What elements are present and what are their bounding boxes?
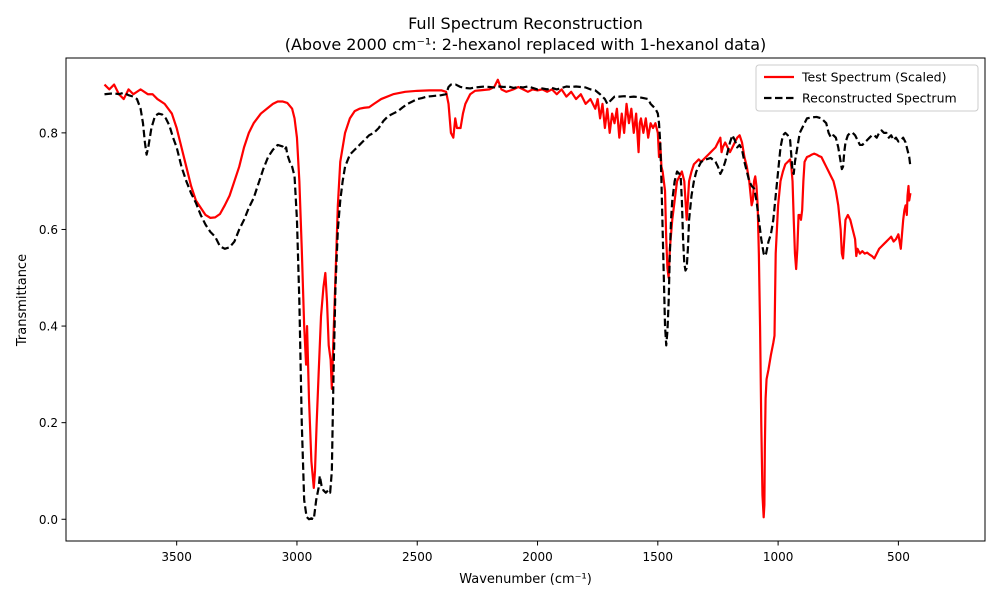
plot-layer bbox=[103, 78, 912, 521]
y-tick-label: 0.0 bbox=[39, 513, 58, 527]
x-tick-label: 3000 bbox=[282, 550, 313, 564]
chart-title: Full Spectrum Reconstruction bbox=[408, 14, 643, 33]
y-tick-label: 0.4 bbox=[39, 320, 58, 334]
x-axis-label: Wavenumber (cm⁻¹) bbox=[459, 572, 592, 587]
series-line-2 bbox=[104, 83, 912, 521]
y-tick-label: 0.2 bbox=[39, 416, 58, 430]
x-tick-label: 1000 bbox=[763, 550, 794, 564]
series-line-1 bbox=[103, 78, 912, 519]
legend-label-2: Reconstructed Spectrum bbox=[802, 91, 957, 106]
plot-frame bbox=[65, 57, 986, 542]
x-tick-label: 2000 bbox=[522, 550, 553, 564]
x-tick-label: 1500 bbox=[643, 550, 674, 564]
legend-box bbox=[755, 64, 979, 112]
y-tick-label: 0.8 bbox=[39, 126, 58, 140]
x-tick-label: 3500 bbox=[161, 550, 192, 564]
y-tick-label: 0.6 bbox=[39, 223, 58, 237]
legend: Test Spectrum (Scaled) Reconstructed Spec… bbox=[755, 64, 979, 112]
x-tick-label: 2500 bbox=[402, 550, 433, 564]
y-axis-label: Transmittance bbox=[15, 254, 30, 347]
legend-label-1: Test Spectrum (Scaled) bbox=[801, 70, 946, 85]
x-tick-label: 500 bbox=[887, 550, 910, 564]
axes-layer: 3500 3000 2500 2000 1500 1000 500 0.0 0.2 0.4 0.6 0… bbox=[39, 57, 986, 564]
chart-subtitle: (Above 2000 cm⁻¹: 2-hexanol replaced wit… bbox=[285, 35, 767, 54]
